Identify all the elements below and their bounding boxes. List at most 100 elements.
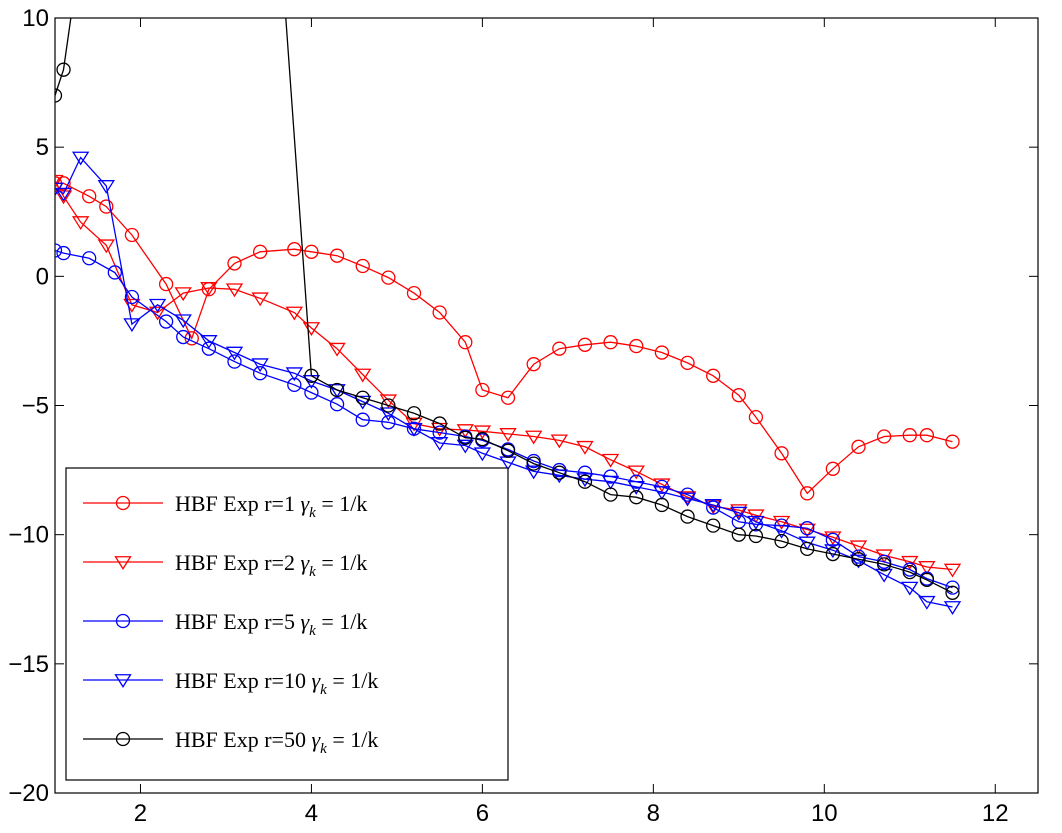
data-point <box>629 490 644 505</box>
data-point <box>653 486 671 501</box>
data-point <box>201 341 217 356</box>
legend-label: HBF Exp r=50 γk = 1/k <box>175 727 378 757</box>
data-point <box>945 434 960 449</box>
data-point <box>918 561 936 575</box>
data-point <box>176 329 191 345</box>
data-point <box>918 595 936 610</box>
data-point <box>56 62 71 77</box>
data-point <box>158 276 174 292</box>
data-point <box>458 335 473 350</box>
data-point <box>114 556 132 570</box>
data-point <box>500 390 516 405</box>
data-point <box>473 425 492 440</box>
data-point <box>287 377 302 392</box>
data-point <box>432 425 447 440</box>
data-point <box>774 446 789 461</box>
data-point <box>432 305 447 320</box>
y-tick-label: 10 <box>22 5 49 32</box>
data-point <box>731 527 746 542</box>
data-point <box>825 461 841 476</box>
data-point <box>328 342 346 357</box>
legend-label: HBF Exp r=1 γk = 1/k <box>175 491 367 521</box>
data-point <box>200 335 218 349</box>
series-layer <box>55 18 962 615</box>
data-point <box>654 345 670 360</box>
x-tick-label: 4 <box>305 800 318 827</box>
series-5 <box>55 18 960 600</box>
data-point <box>432 416 447 431</box>
data-point <box>227 256 242 271</box>
data-point <box>499 428 517 442</box>
data-point <box>124 227 140 243</box>
legend-entry: HBF Exp r=1 γk = 1/k <box>83 491 367 521</box>
data-point <box>748 409 764 425</box>
data-point <box>55 243 63 258</box>
data-point <box>174 287 192 302</box>
data-point <box>525 430 543 445</box>
data-point <box>730 506 748 521</box>
data-point <box>329 248 345 263</box>
data-point <box>577 474 593 489</box>
x-tick-label: 6 <box>476 800 489 827</box>
data-point <box>82 251 97 266</box>
data-point <box>902 564 917 580</box>
data-point <box>945 580 960 595</box>
data-point <box>901 581 919 596</box>
data-point <box>200 282 218 296</box>
y-tick-label: −20 <box>8 780 49 807</box>
y-tick-label: 0 <box>36 263 49 290</box>
data-point <box>114 674 132 688</box>
legend: HBF Exp r=1 γk = 1/k HBF Exp r=2 γk = 1/k… <box>65 467 509 781</box>
data-point <box>919 428 935 443</box>
data-point <box>97 239 115 254</box>
data-point <box>526 357 541 372</box>
legend-label: HBF Exp r=5 γk = 1/k <box>175 609 367 639</box>
legend-entry: HBF Exp r=5 γk = 1/k <box>83 609 367 639</box>
data-point <box>731 388 746 403</box>
data-point <box>876 429 892 444</box>
data-point <box>379 394 398 409</box>
data-point <box>500 443 516 458</box>
tick-labels: 2 4 6 8 10 12 10 5 0 −5 −10 −15 −20 <box>8 5 1008 827</box>
data-point <box>475 382 490 398</box>
data-point <box>825 532 841 547</box>
data-point <box>601 475 620 490</box>
data-point <box>355 390 370 405</box>
data-point <box>225 283 244 298</box>
x-tick-label: 8 <box>647 800 660 827</box>
data-point <box>653 478 671 493</box>
data-point <box>329 382 345 398</box>
data-point <box>603 487 618 502</box>
data-point <box>381 415 396 430</box>
axis-ticks <box>55 17 1038 794</box>
data-point <box>876 557 892 572</box>
data-point <box>227 354 242 369</box>
legend-entry: HBF Exp r=50 γk = 1/k <box>83 727 378 757</box>
data-point <box>552 465 567 480</box>
data-point <box>704 499 722 513</box>
data-point <box>55 190 73 205</box>
data-point <box>174 314 192 329</box>
data-point <box>225 346 244 361</box>
data-point <box>354 368 372 383</box>
data-point <box>55 88 63 103</box>
legend-box <box>65 467 509 781</box>
data-point <box>99 199 114 214</box>
data-point <box>901 555 919 570</box>
data-point <box>706 368 721 383</box>
data-point <box>772 515 791 530</box>
data-point <box>772 524 791 539</box>
y-tick-label: −15 <box>8 651 49 678</box>
data-point <box>577 337 593 352</box>
data-point <box>824 544 842 559</box>
data-point <box>285 367 304 382</box>
data-point <box>943 563 962 578</box>
data-point <box>849 554 868 569</box>
x-tick-label: 12 <box>982 800 1009 827</box>
data-point <box>849 540 868 555</box>
data-point <box>304 385 319 400</box>
data-point <box>627 465 645 480</box>
data-point <box>381 270 396 285</box>
data-point <box>654 497 670 513</box>
